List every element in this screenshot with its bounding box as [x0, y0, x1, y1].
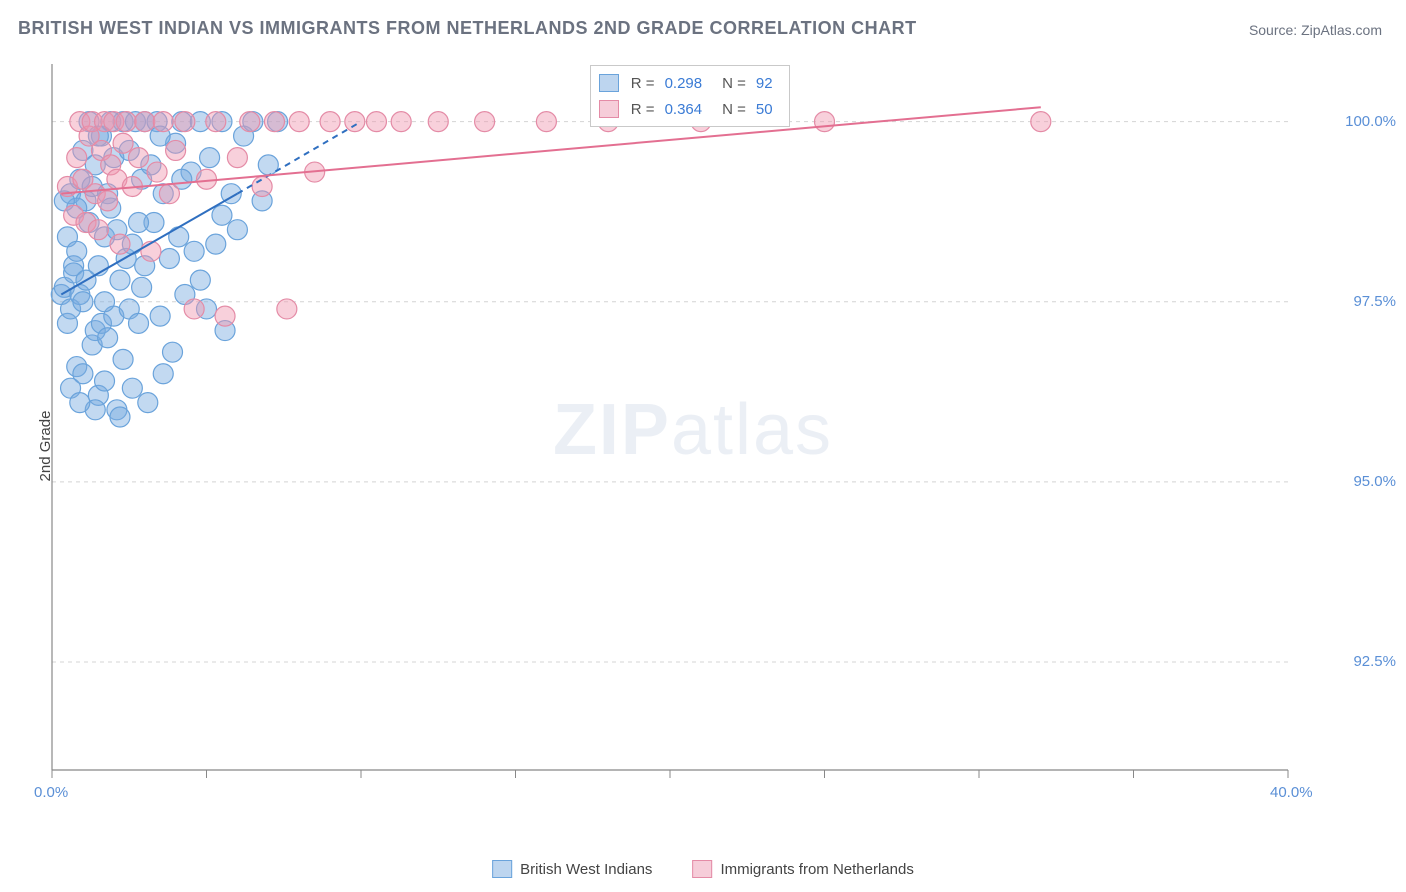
chart-plot-area: ZIPatlas R =0.298N =92R =0.364N =50 92.5… — [48, 60, 1338, 800]
legend-swatch — [692, 860, 712, 878]
y-tick-label: 97.5% — [1353, 293, 1396, 310]
legend-row: R = 0.298 N = 92 — [599, 70, 781, 96]
series-legend: British West Indians Immigrants from Neth… — [492, 860, 914, 878]
legend-item: British West Indians — [492, 860, 652, 878]
legend-label: British West Indians — [520, 861, 652, 878]
r-label: R = — [631, 101, 655, 118]
legend-row: R = 0.364 N = 50 — [599, 96, 781, 122]
r-value: 0.364 — [665, 101, 703, 118]
source-label: Source: — [1249, 22, 1301, 38]
source-link[interactable]: ZipAtlas.com — [1301, 22, 1382, 38]
r-value: 0.298 — [665, 75, 703, 92]
correlation-legend: R = 0.298 N = 92 R = 0.364 N = 50 — [590, 65, 790, 127]
legend-label: Immigrants from Netherlands — [720, 861, 913, 878]
n-label: N = — [722, 101, 746, 118]
n-value: 50 — [756, 101, 773, 118]
y-tick-label: 100.0% — [1345, 113, 1396, 130]
legend-swatch — [599, 100, 619, 118]
x-tick-label: 40.0% — [1270, 784, 1313, 801]
legend-item: Immigrants from Netherlands — [692, 860, 913, 878]
legend-swatch — [599, 74, 619, 92]
chart-svg — [48, 60, 1338, 800]
source-attribution: Source: ZipAtlas.com — [1249, 22, 1382, 38]
n-value: 92 — [756, 75, 773, 92]
r-label: R = — [631, 75, 655, 92]
n-label: N = — [722, 75, 746, 92]
y-tick-label: 95.0% — [1353, 473, 1396, 490]
x-tick-label: 0.0% — [34, 784, 68, 801]
legend-swatch — [492, 860, 512, 878]
y-tick-label: 92.5% — [1353, 653, 1396, 670]
chart-title: BRITISH WEST INDIAN VS IMMIGRANTS FROM N… — [18, 18, 917, 39]
